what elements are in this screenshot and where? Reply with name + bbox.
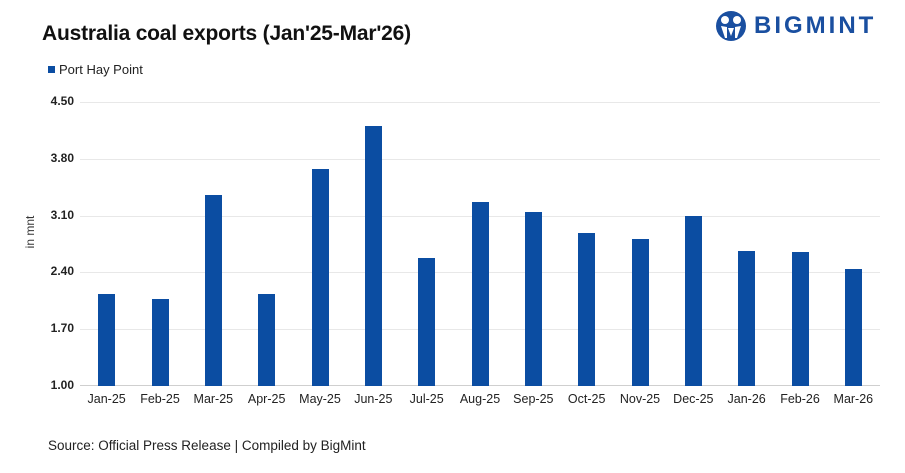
legend-label: Port Hay Point xyxy=(59,62,143,77)
gridline xyxy=(80,102,880,103)
x-tick-label: Sep-25 xyxy=(513,392,554,406)
gridline xyxy=(80,158,880,160)
x-tick-label: Mar-26 xyxy=(833,392,874,406)
chart-title: Australia coal exports (Jan'25-Mar'26) xyxy=(42,22,411,45)
bigmint-logo: BIGMINT xyxy=(714,10,876,42)
bar-nov-25 xyxy=(631,239,649,386)
bar-may-25 xyxy=(311,168,329,386)
bar-feb-26 xyxy=(791,252,809,386)
y-tick-label: 1.00 xyxy=(50,378,74,392)
x-tick-label: Jul-25 xyxy=(409,392,444,406)
x-tick-label: Apr-25 xyxy=(247,392,286,406)
y-tick-label: 1.70 xyxy=(50,321,74,336)
x-tick-label: Oct-25 xyxy=(567,392,606,406)
x-tick-label: May-25 xyxy=(299,392,341,406)
plot-area xyxy=(80,102,880,386)
bar-jun-25 xyxy=(364,125,382,386)
legend: Port Hay Point xyxy=(48,62,143,77)
bar-mar-26 xyxy=(844,269,862,386)
x-tick-label: Feb-25 xyxy=(140,392,180,406)
legend-swatch-icon xyxy=(48,66,55,73)
x-tick-label: Mar-25 xyxy=(193,392,234,406)
bigmint-logo-icon xyxy=(716,11,746,41)
bar-jul-25 xyxy=(418,257,436,386)
bar-jan-25 xyxy=(98,294,116,386)
bar-jan-26 xyxy=(738,251,756,386)
source-note: Source: Official Press Release | Compile… xyxy=(48,438,366,453)
x-tick-label: Dec-25 xyxy=(673,392,714,406)
x-tick-label: Jan-26 xyxy=(727,392,766,406)
bar-aug-25 xyxy=(471,201,489,386)
bar-oct-25 xyxy=(578,232,596,386)
y-tick-label: 3.80 xyxy=(50,150,74,165)
bar-sep-25 xyxy=(524,212,542,386)
x-tick-label: Jan-25 xyxy=(87,392,126,406)
y-tick-label: 2.40 xyxy=(50,264,74,279)
x-tick-label: Nov-25 xyxy=(619,392,661,406)
y-tick-label: 4.50 xyxy=(50,94,74,108)
x-tick-label: Jun-25 xyxy=(354,392,393,406)
bar-feb-25 xyxy=(151,299,169,386)
x-tick-label: Aug-25 xyxy=(459,392,501,406)
bar-mar-25 xyxy=(204,195,222,386)
bar-dec-25 xyxy=(684,216,702,386)
bar-apr-25 xyxy=(258,293,276,386)
y-tick-label: 3.10 xyxy=(50,207,74,222)
x-tick-label: Feb-26 xyxy=(780,392,820,406)
bigmint-logo-text: BIGMINT xyxy=(754,12,877,39)
